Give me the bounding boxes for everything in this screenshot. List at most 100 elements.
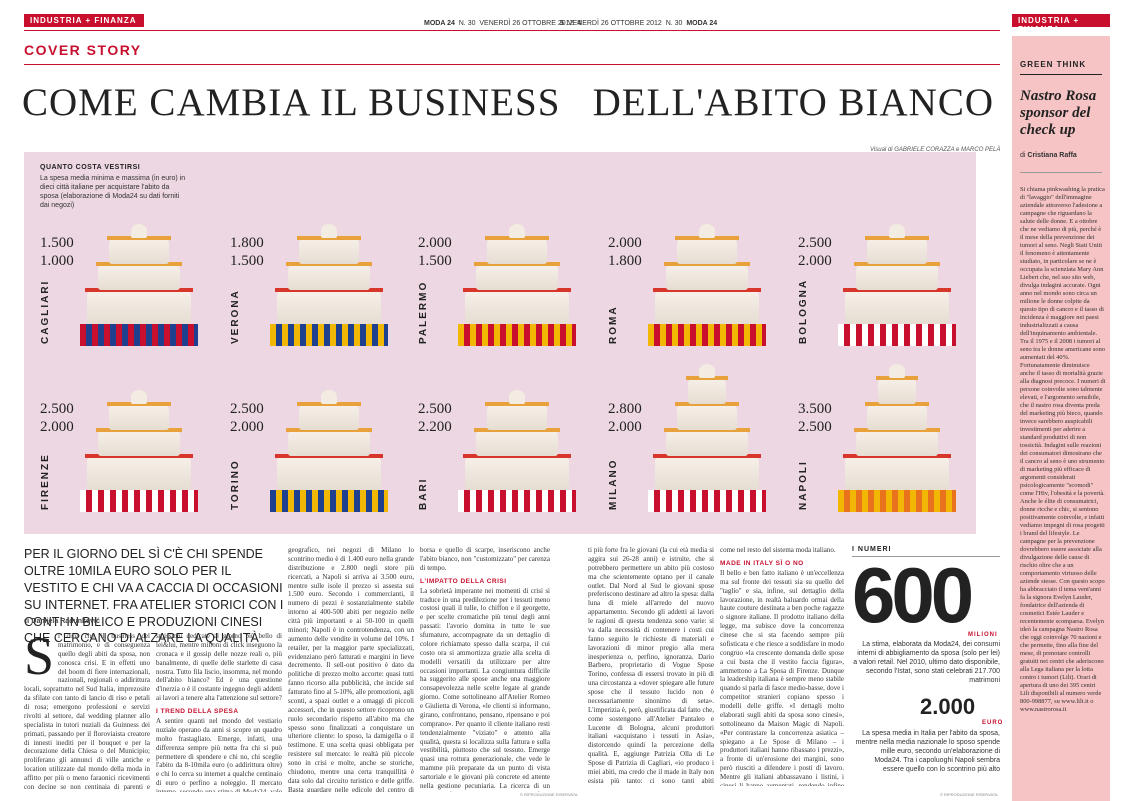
cake-ring (653, 288, 761, 292)
cake-bari: 2.500 2.200 BARI (418, 372, 588, 522)
city-label: NAPOLI (798, 460, 809, 510)
infographic-subtitle: La spesa media minima e massima (in euro… (40, 175, 186, 210)
cake-cagliari: 1.500 1.000 CAGLIARI (40, 206, 210, 356)
cake-milano: 2.800 2.000 MILANO (608, 364, 778, 522)
price-max: 1.500 (40, 235, 74, 251)
sidebar-text: Si chiama pinkwashing la pratica di "lav… (1020, 186, 1106, 713)
cake-ring (474, 262, 560, 266)
cake-ring (297, 236, 361, 240)
cake-ring (865, 402, 929, 406)
cake-tier (666, 264, 748, 290)
cake-tier (845, 456, 949, 490)
subhead-crisi: L'IMPATTO DELLA CRISI (420, 577, 507, 585)
cake-ring (297, 402, 361, 406)
cake-ring (85, 288, 193, 292)
top-rule (24, 30, 1000, 31)
cake-ring (275, 454, 383, 458)
cake-palermo: 2.000 1.500 PALERMO (418, 206, 588, 356)
cake-base-stripes (270, 490, 388, 512)
city-label: BOLOGNA (798, 278, 809, 344)
city-label: TORINO (230, 459, 241, 510)
cake-ring (664, 428, 750, 432)
cake-tier (288, 430, 370, 456)
price-min: 1.500 (230, 253, 264, 269)
big-number-2000: 2.000 (920, 694, 976, 719)
price-max: 1.800 (230, 235, 264, 251)
cake-tier (856, 264, 938, 290)
numbers-text-1: La stima, elaborata da Moda24, dei consu… (853, 641, 1000, 685)
cake-topper-icon (321, 224, 337, 238)
numbers-heading: I NUMERI (852, 546, 892, 553)
infographic-title: QUANTO COSTA VESTIRSI (40, 164, 141, 171)
article-column-5: ti più forte fra le giovani (la cui età … (588, 546, 714, 786)
price-min: 2.000 (230, 419, 264, 435)
cake-firenze: 2.500 2.000 FIRENZE (40, 372, 210, 522)
cake-tier (109, 404, 169, 430)
cake-ring (854, 262, 940, 266)
article-column-2: smissioni dedicate al giorno più bello d… (156, 632, 282, 792)
cake-tier (476, 430, 558, 456)
cake-topper-icon (699, 364, 715, 378)
cake-tier (87, 290, 191, 324)
green-think-sidebar: GREEN THINK Nastro Rosa sponsor del chec… (1012, 36, 1110, 801)
cake-ring (463, 454, 571, 458)
cake-ring (275, 288, 383, 292)
big-number-600: 600 (852, 551, 974, 639)
price-min: 2.500 (798, 419, 832, 435)
cake-tier (277, 290, 381, 324)
numbers-rule (852, 556, 1000, 557)
cake-base-stripes (270, 324, 388, 346)
cake-base-stripes (458, 324, 576, 346)
cake-ring (675, 402, 739, 406)
cake-tier (878, 378, 916, 404)
cake-ring (286, 262, 372, 266)
cake-topper-icon (889, 224, 905, 238)
cake-torino: 2.500 2.000 TORINO (230, 372, 400, 522)
cake-bologna: 2.500 2.000 BOLOGNA (798, 206, 968, 356)
drop-cap: S (24, 632, 55, 686)
price-max: 2.000 (608, 235, 642, 251)
cakes-infographic: QUANTO COSTA VESTIRSI La spesa media min… (24, 152, 976, 534)
cake-ring (85, 454, 193, 458)
price-max: 2.800 (608, 401, 642, 417)
cake-tier (845, 290, 949, 324)
cake-tier (87, 456, 191, 490)
cake-ring (107, 402, 171, 406)
price-min: 2.200 (418, 419, 452, 435)
cake-ring (107, 236, 171, 240)
label-milioni: MILIONI (968, 632, 998, 638)
cake-tier (655, 456, 759, 490)
sidebar-rule (1020, 74, 1102, 75)
cake-tier (288, 264, 370, 290)
cake-tier (98, 264, 180, 290)
cake-ring (485, 402, 549, 406)
price-max: 2.500 (798, 235, 832, 251)
sidebar-headline: Nastro Rosa sponsor del check up (1020, 88, 1097, 138)
footer-left: © RIPRODUZIONE RISERVATA (520, 792, 578, 797)
subhead-trend: I TREND DELLA SPESA (156, 708, 239, 715)
cake-topper-icon (509, 224, 525, 238)
city-label: FIRENZE (40, 453, 51, 510)
city-label: VERONA (230, 289, 241, 344)
cake-ring (686, 376, 728, 380)
city-label: PALERMO (418, 280, 429, 344)
cake-tier (666, 430, 748, 456)
cake-tier (109, 238, 169, 264)
cake-tier (487, 404, 547, 430)
cake-ring (843, 454, 951, 458)
cake-ring (286, 428, 372, 432)
price-min: 2.000 (798, 253, 832, 269)
cake-ring (474, 428, 560, 432)
cake-tier (277, 456, 381, 490)
cake-topper-icon (889, 364, 905, 378)
cake-tier (856, 430, 938, 456)
cake-ring (463, 288, 571, 292)
numbers-text-2: La spesa media in Italia per l'abito da … (855, 730, 1000, 774)
cake-tier (867, 238, 927, 264)
section-band-right: INDUSTRIA + FINANZA (1012, 14, 1110, 34)
cake-napoli: 3.500 2.500 NAPOLI (798, 364, 968, 522)
cake-topper-icon (699, 224, 715, 238)
kicker-rule (24, 64, 1000, 65)
cake-topper-icon (131, 390, 147, 404)
